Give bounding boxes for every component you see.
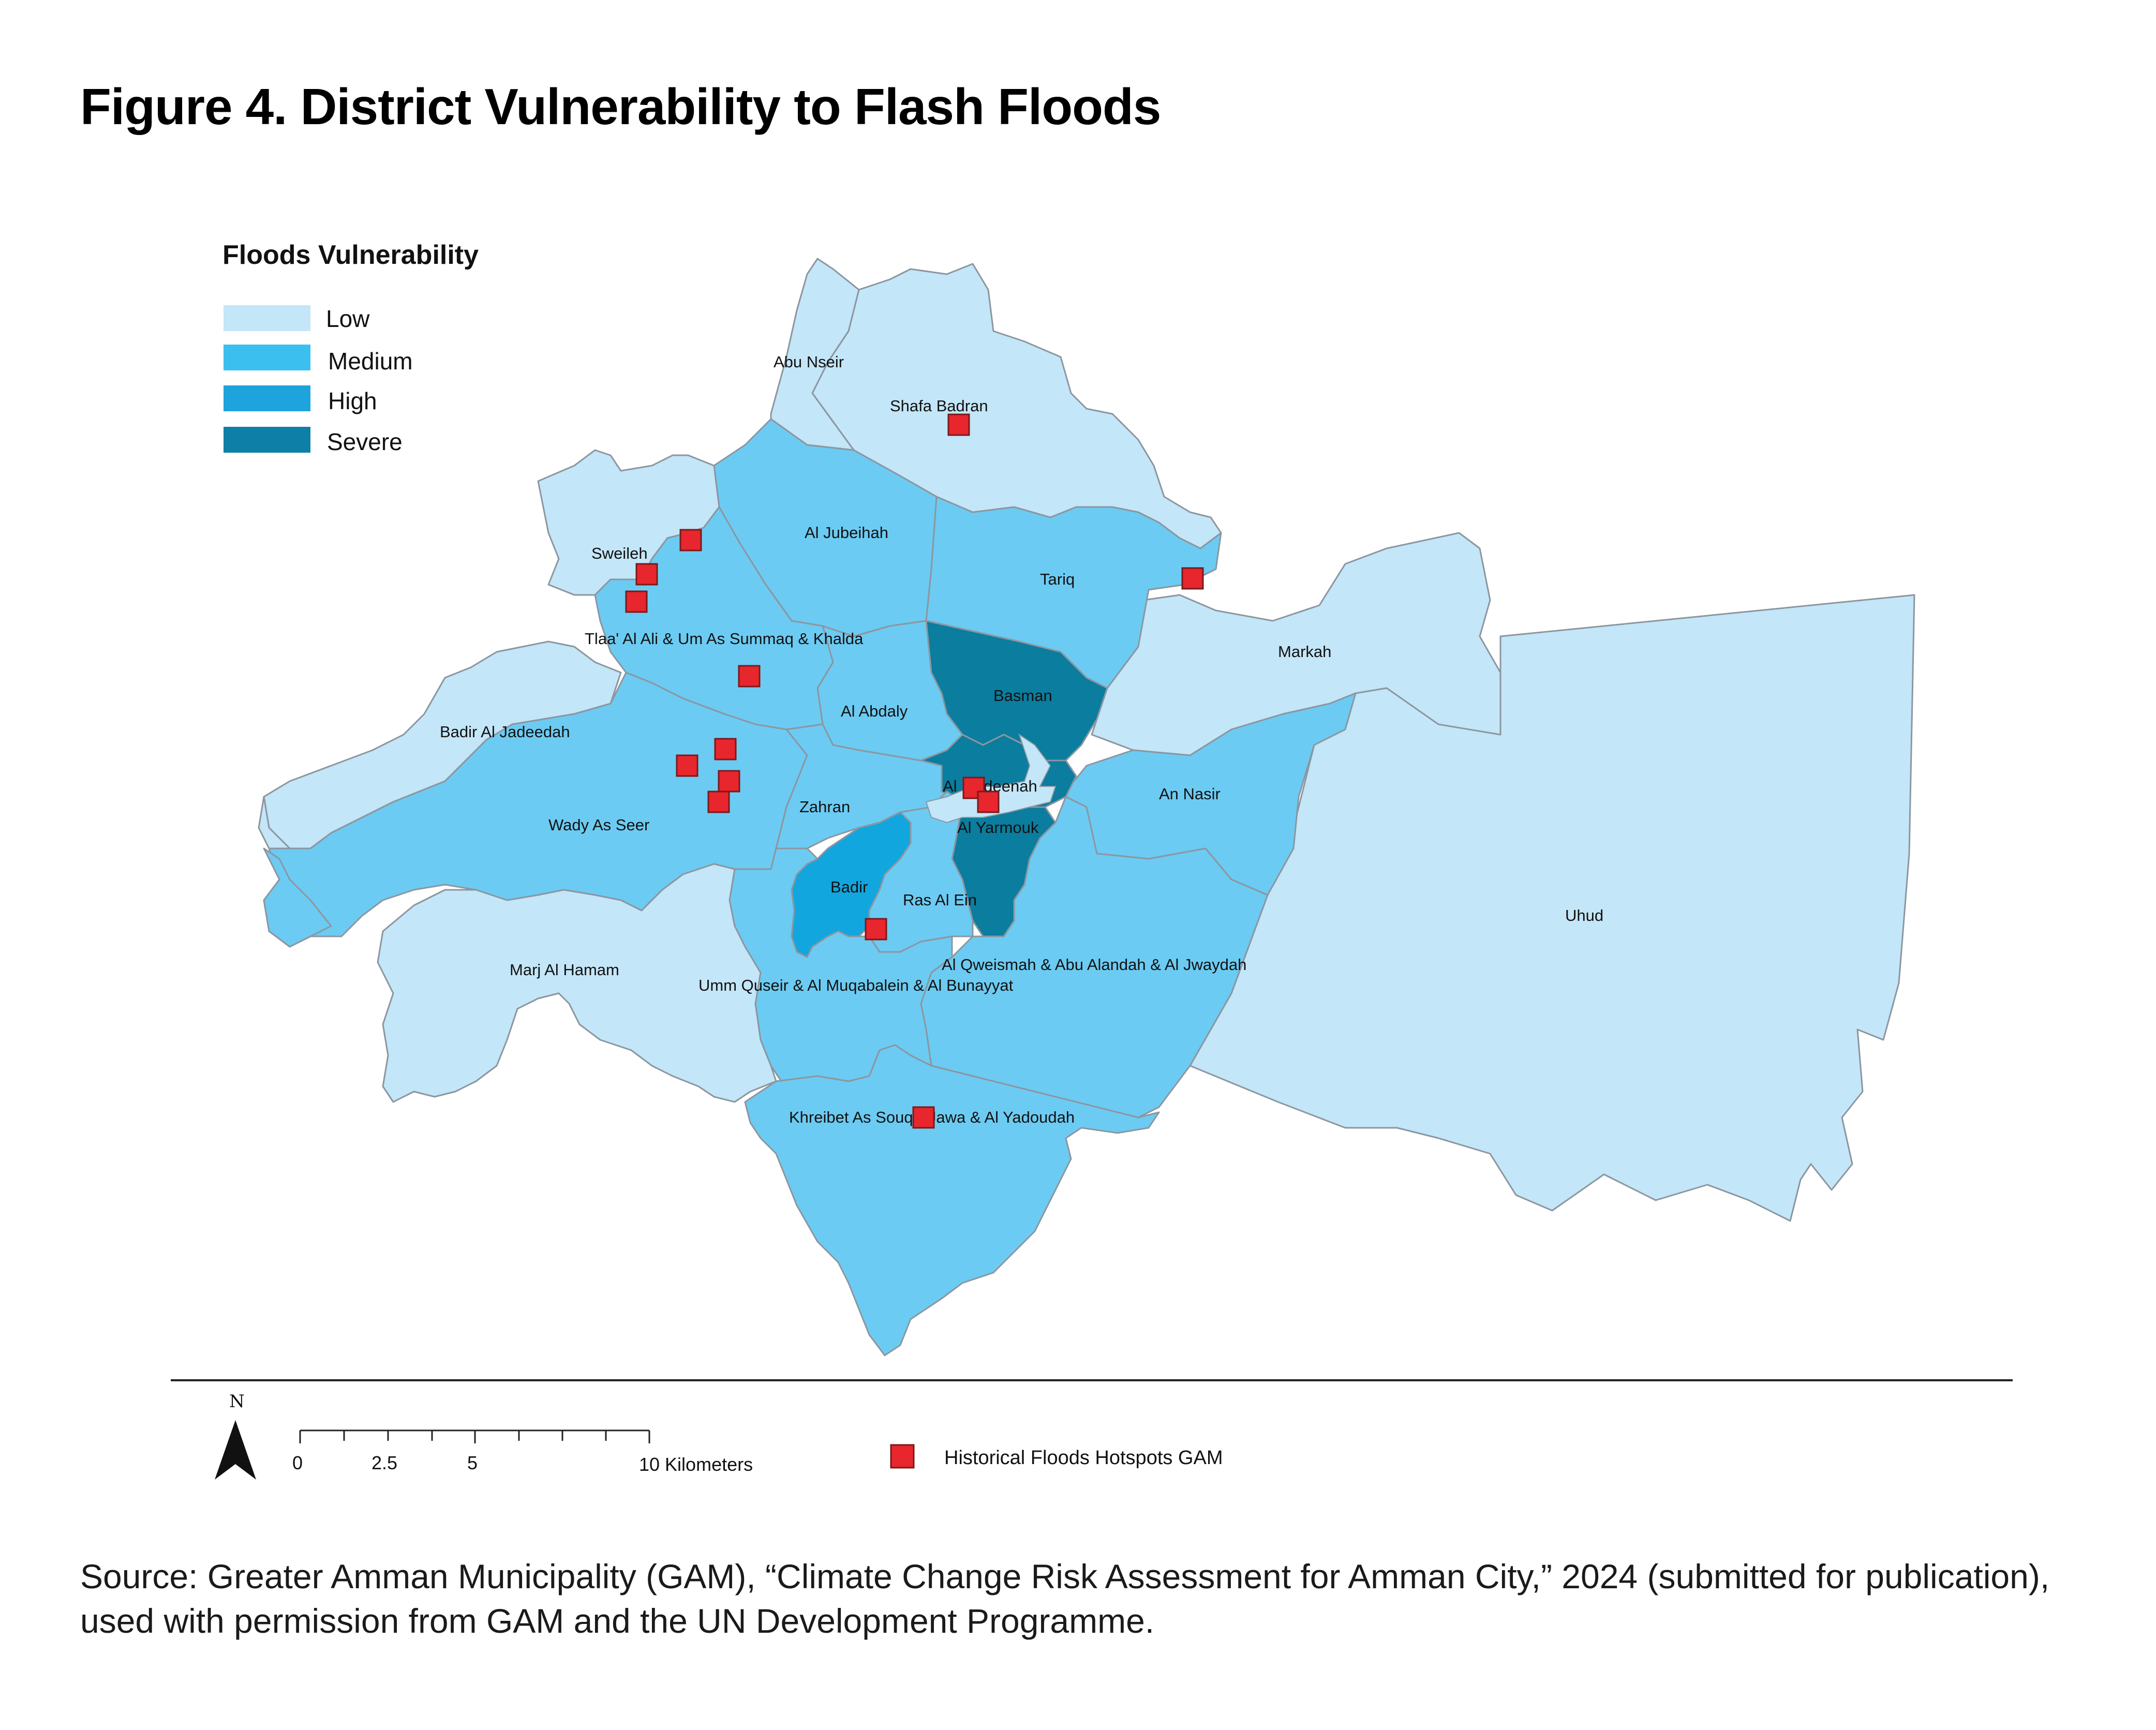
label-sweileh: Sweileh	[591, 544, 648, 562]
figure-title: Figure 4. District Vulnerability to Flas…	[80, 78, 1161, 135]
scale-bar	[299, 1429, 650, 1443]
scale-tick-10-km: 10 Kilometers	[639, 1454, 753, 1475]
label-al-qweismah: Al Qweismah & Abu Alandah & Al Jwaydah	[942, 956, 1246, 974]
hotspot-marker	[635, 563, 658, 586]
hotspot-marker	[718, 770, 740, 793]
label-markah: Markah	[1278, 643, 1331, 661]
legend-label-high: High	[328, 387, 377, 414]
label-ras-al-ein: Ras Al Ein	[903, 891, 977, 909]
label-tlaa-al-ali: Tlaa' Al Ali & Um As Summaq & Khalda	[585, 630, 864, 648]
legend-label-severe: Severe	[327, 428, 403, 455]
legend-swatch-medium	[224, 345, 310, 370]
hotspot-legend-label: Historical Floods Hotspots GAM	[944, 1447, 1223, 1469]
districts-layer	[258, 258, 1915, 1356]
hotspot-marker	[977, 791, 1000, 813]
hotspot-marker	[625, 590, 648, 613]
hotspot-marker	[962, 777, 985, 799]
label-al-abdaly: Al Abdaly	[841, 702, 908, 720]
scale-tick-5: 5	[467, 1452, 478, 1473]
label-badir-al-jadeedah: Badir Al Jadeedah	[440, 723, 570, 741]
label-an-nasir: An Nasir	[1159, 785, 1221, 803]
legend-swatch-severe	[224, 427, 310, 453]
hotspot-legend-icon	[890, 1444, 915, 1469]
scale-tick-2-5: 2.5	[371, 1452, 397, 1473]
hotspot-marker	[947, 413, 970, 436]
hotspot-marker	[714, 738, 737, 760]
label-tariq: Tariq	[1040, 570, 1075, 588]
north-arrow: N	[215, 1391, 256, 1480]
hotspot-marker	[738, 665, 761, 688]
legend-title: Floods Vulnerability	[222, 240, 479, 270]
label-shafa-badran: Shafa Badran	[890, 397, 988, 415]
district-badir-al-jadeedah-west	[258, 796, 291, 849]
district-khreibet-as-souq	[744, 1044, 1160, 1356]
hotspot-legend: Historical Floods Hotspots GAM	[890, 1444, 1223, 1469]
legend-label-medium: Medium	[328, 348, 413, 375]
district-marj-al-hamam	[377, 863, 777, 1103]
label-uhud: Uhud	[1565, 906, 1603, 924]
label-al-yarmouk: Al Yarmouk	[957, 818, 1039, 837]
hotspot-marker	[676, 754, 698, 777]
legend-swatch-high	[224, 385, 310, 411]
hotspot-marker	[1181, 567, 1204, 590]
north-arrow-icon-half	[235, 1420, 256, 1480]
label-umm-quseir: Umm Quseir & Al Muqabalein & Al Bunayyat	[698, 976, 1014, 994]
district-wady-as-seer-west	[263, 847, 332, 948]
hotspot-marker	[912, 1106, 935, 1129]
label-al-jubeihah: Al Jubeihah	[805, 524, 888, 542]
hotspot-marker	[865, 918, 887, 941]
scale-tick-0: 0	[292, 1452, 303, 1473]
label-abu-nseir: Abu Nseir	[774, 353, 844, 371]
label-marj-al-hamam: Marj Al Hamam	[510, 961, 619, 979]
reservoir	[925, 733, 1057, 824]
label-basman: Basman	[993, 687, 1052, 705]
label-badir: Badir	[830, 878, 868, 896]
north-arrow-label: N	[229, 1391, 245, 1412]
legend: Floods Vulnerability Low Medium High Sev…	[222, 240, 479, 455]
source-note: Source: Greater Amman Municipality (GAM)…	[80, 1557, 2050, 1640]
north-arrow-icon	[215, 1420, 235, 1480]
district-shafa-badran	[811, 263, 1222, 549]
hotspot-marker	[707, 791, 730, 813]
legend-label-low: Low	[326, 305, 370, 332]
legend-swatch-low	[224, 305, 310, 331]
hotspot-marker	[679, 529, 702, 551]
label-zahran: Zahran	[799, 798, 850, 816]
label-wady-as-seer: Wady As Seer	[548, 816, 649, 834]
hotspots-layer	[625, 413, 1204, 1129]
